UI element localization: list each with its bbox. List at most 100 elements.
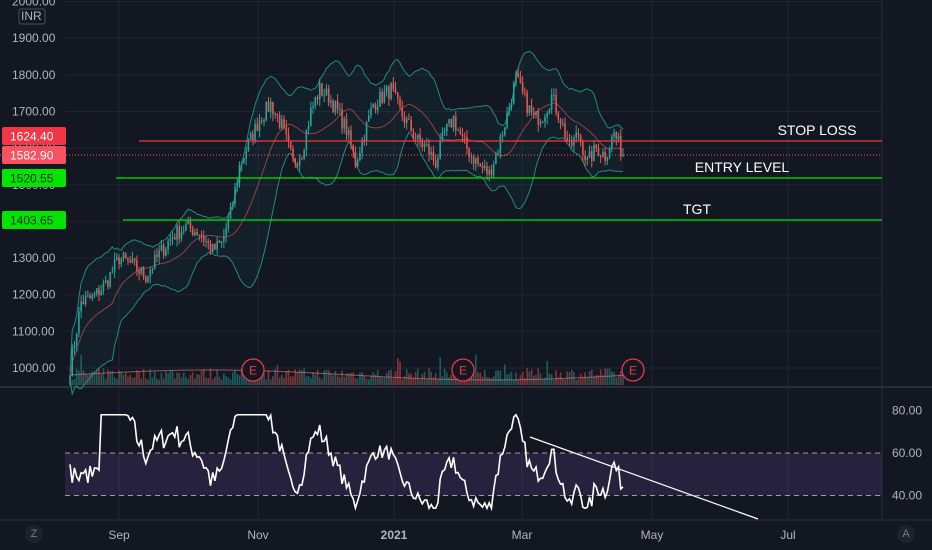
candle-body [124,253,127,259]
earnings-marker-1 [241,358,265,382]
price-badge-label: 1403.65 [10,214,54,228]
volume-bar [350,372,352,385]
candle-body [622,154,624,157]
volume-bar [599,369,602,385]
volume-bar [356,378,359,385]
candle-body [508,107,511,113]
candle-body [211,244,214,253]
earnings-marker-3 [621,358,645,382]
band-lower [69,131,624,397]
volume-bar [202,369,205,385]
volume-bar [546,360,548,385]
candle-body [339,109,341,111]
candle-body [129,260,132,263]
volume-bar [477,372,479,385]
volume-bar [608,368,611,385]
candle-body [570,139,573,146]
candle-body [483,165,486,169]
candle-body [608,148,611,157]
price-tick-label: 1700.00 [12,104,56,118]
volume-bar [347,373,350,385]
volume-bar [80,354,82,385]
volume-bar [412,377,415,385]
volume-bar [263,372,265,385]
volume-bar [595,375,598,385]
candle-body [347,130,350,135]
candle-body [350,130,352,146]
candle-body [417,134,419,139]
level-label-1: STOP LOSS [778,122,857,138]
candle-body [457,129,459,131]
candle-body [214,244,216,250]
price-tick-label: 1200.00 [12,288,56,302]
candle-body [252,133,254,141]
candle-body [318,83,321,100]
volume-bar [236,373,239,385]
candle-body [557,112,560,120]
volume-bar [383,377,386,385]
candle-body [490,169,493,176]
candle-body [231,203,234,207]
volume-bar [528,371,531,385]
candle-body [218,241,221,243]
auto-scale-button[interactable]: A [897,525,915,543]
candle-body [153,254,156,269]
volume-bar [272,376,274,385]
volume-bar [410,373,412,385]
candle-body [535,111,537,116]
candle-body [546,112,548,117]
volume-bar [374,374,377,385]
timezone-button[interactable]: Z [25,525,43,543]
volume-bar [321,379,323,385]
candle-body [425,144,428,146]
candle-body [579,135,582,143]
volume-bar [439,357,441,385]
volume-bar [207,378,210,385]
candle-body [499,136,502,154]
currency-label: INR [21,9,42,23]
candle-body [446,123,448,132]
volume-bar [541,378,544,385]
candle-body [185,224,187,231]
volume-bar [216,369,218,385]
candle-body [236,182,239,187]
volume-bar [127,376,129,385]
time-tick-label: Nov [247,528,268,542]
candle-body [597,147,600,157]
candle-body [209,242,212,253]
candle-body [171,237,174,239]
candle-body [274,113,276,115]
candle-body [167,241,169,249]
candle-body [419,134,421,142]
candle-body [301,158,303,160]
volume-bar [238,375,241,385]
candle-body [526,92,528,113]
volume-bar [363,375,366,385]
candle-body [325,88,328,96]
volume-bar [361,372,363,385]
price-tick-label: 1300.00 [12,251,56,265]
candle-body [240,163,243,165]
volume-bar [479,372,482,385]
candle-body [504,127,506,136]
candle-body [599,156,602,158]
volume-bar [84,373,87,385]
candle-body [582,142,584,156]
candle-body [472,156,475,164]
volume-bar [354,378,357,385]
volume-bar [332,375,334,385]
volume-bar [443,368,446,385]
volume-bar [182,372,185,385]
candle-body [191,228,194,236]
volume-bar [521,371,524,385]
candle-body [528,105,531,113]
candle-body [321,83,323,96]
volume-bar [597,375,600,385]
volume-bar [289,376,292,385]
volume-bar [240,368,243,385]
volume-bar [365,378,368,385]
volume-bar [370,375,372,385]
volume-bar [579,373,582,385]
volume-ma [69,369,624,381]
